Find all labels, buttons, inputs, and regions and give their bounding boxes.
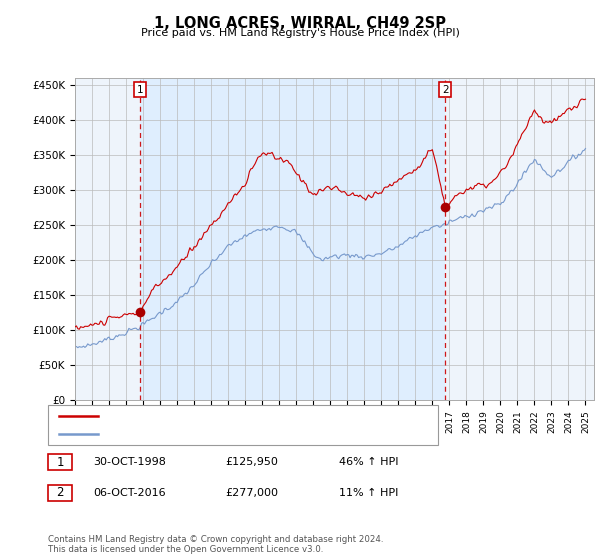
Text: 2: 2 [442,85,449,95]
Text: 1, LONG ACRES, WIRRAL, CH49 2SP: 1, LONG ACRES, WIRRAL, CH49 2SP [154,16,446,31]
Bar [140,78,445,400]
Text: 1, LONG ACRES, WIRRAL, CH49 2SP (detached house): 1, LONG ACRES, WIRRAL, CH49 2SP (detache… [105,411,373,421]
Text: 1: 1 [56,455,64,469]
Text: £125,950: £125,950 [225,457,278,467]
Text: 46% ↑ HPI: 46% ↑ HPI [339,457,398,467]
Text: 06-OCT-2016: 06-OCT-2016 [93,488,166,498]
Text: 11% ↑ HPI: 11% ↑ HPI [339,488,398,498]
Text: Contains HM Land Registry data © Crown copyright and database right 2024.
This d: Contains HM Land Registry data © Crown c… [48,535,383,554]
Text: 2: 2 [56,486,64,500]
Text: 30-OCT-1998: 30-OCT-1998 [93,457,166,467]
Text: £277,000: £277,000 [225,488,278,498]
Text: Price paid vs. HM Land Registry's House Price Index (HPI): Price paid vs. HM Land Registry's House … [140,28,460,38]
Text: HPI: Average price, detached house, Wirral: HPI: Average price, detached house, Wirr… [105,430,319,439]
Text: 1: 1 [137,85,143,95]
